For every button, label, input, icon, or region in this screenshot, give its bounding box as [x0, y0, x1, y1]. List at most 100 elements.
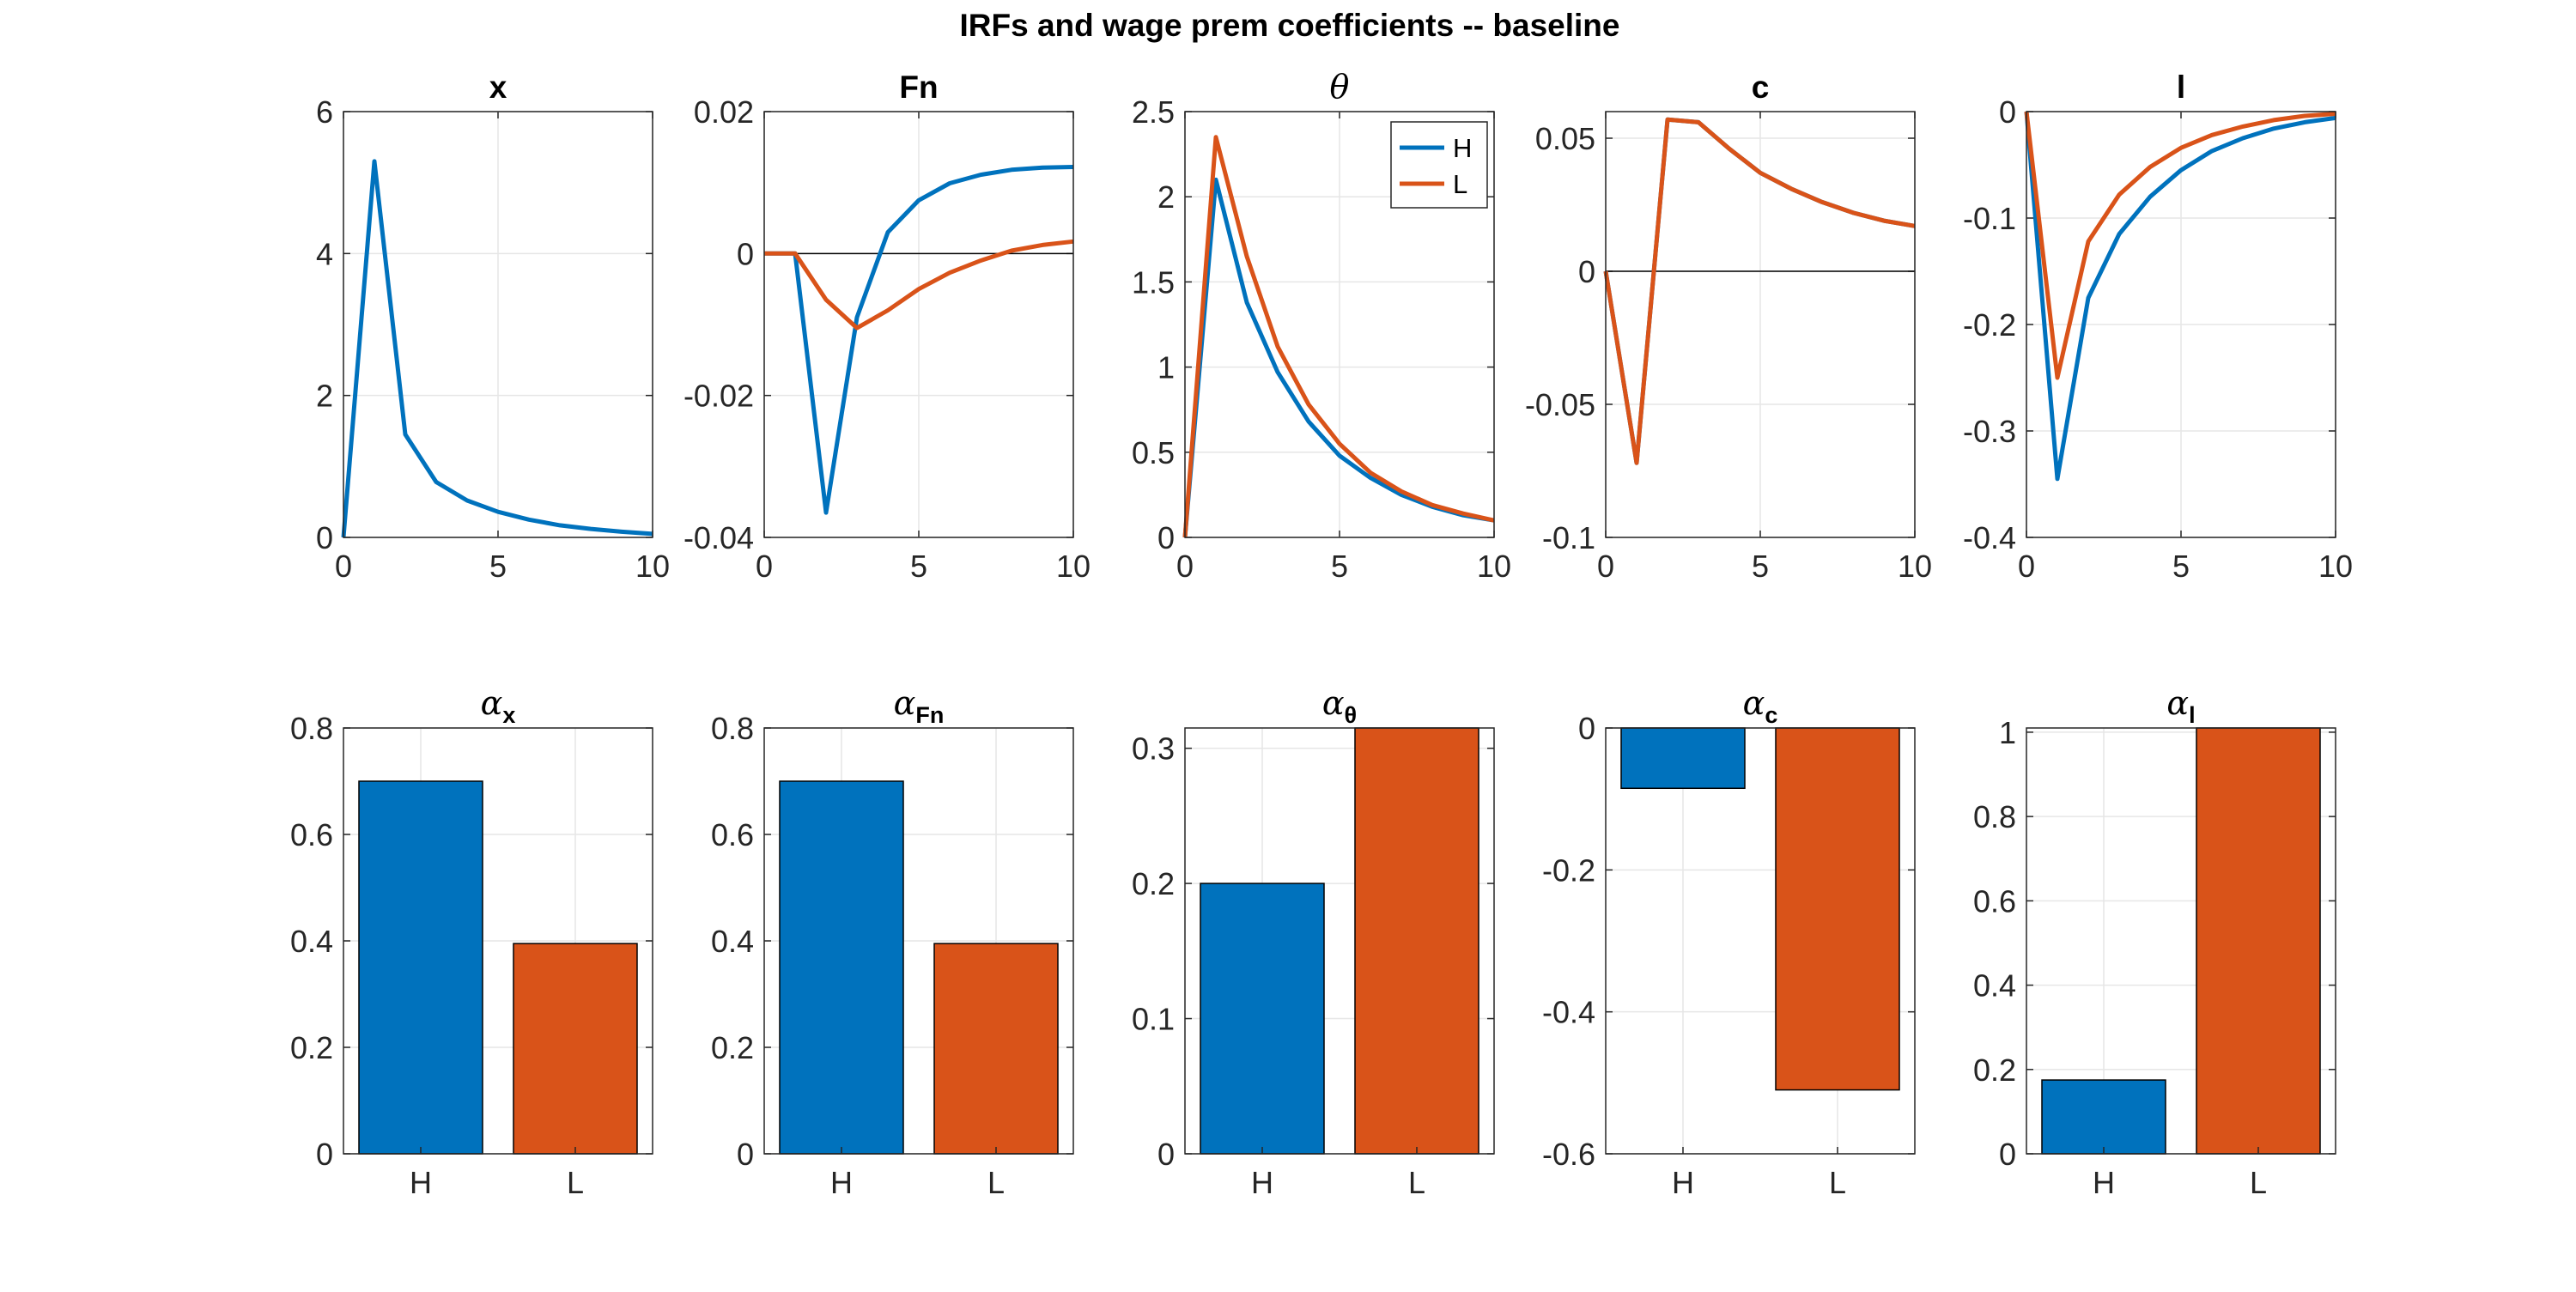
axes-box: [2026, 727, 2336, 1155]
panel-title: θ: [1330, 68, 1350, 106]
y-tick-label: 0.5: [1132, 435, 1175, 470]
y-tick-label: 0: [1157, 520, 1175, 555]
y-tick-label: 0.2: [1132, 866, 1175, 901]
x-tick-label: 5: [1752, 549, 1769, 584]
panel-title: αl: [2166, 684, 2195, 728]
axes-box: [343, 727, 653, 1155]
panel-10: αl 0 0.2 0.4 0.6 0.8 1 H L: [1973, 684, 2336, 1200]
series-line-L: [2024, 111, 2336, 380]
panel-5: l 0 5 10 -0.4 -0.3 -0.2 -0.1 0: [1963, 70, 2353, 584]
y-tick-label: 0.3: [1132, 731, 1175, 767]
y-tick-label: -0.05: [1525, 387, 1595, 422]
y-tick-label: 0.1: [1132, 1002, 1175, 1037]
legend-label-H: H: [1453, 133, 1472, 163]
x-tick-label: 5: [2172, 549, 2190, 584]
y-tick-label: 0.2: [290, 1030, 333, 1065]
bar-L: [933, 943, 1059, 1155]
axes-box: [763, 111, 1074, 538]
y-tick-label: 2.5: [1132, 94, 1175, 130]
y-tick-label: 0: [316, 1137, 333, 1172]
y-tick-label: 0: [1157, 1137, 1175, 1172]
panel-title: l: [2177, 70, 2185, 105]
bar-H: [1200, 883, 1325, 1155]
panel-title: αFn: [894, 684, 945, 728]
y-tick-label: 0.4: [290, 924, 333, 959]
y-tick-label: 1: [1999, 715, 2016, 750]
axes-box: [763, 727, 1074, 1155]
x-tick-label: L: [567, 1165, 584, 1200]
axes-box: [1184, 111, 1495, 538]
panel-3: θ 0 5 10 0 0.5 1 1.5 2 2.5 HL: [1132, 68, 1511, 584]
bar-H: [2041, 1079, 2166, 1155]
axes-box: [1605, 111, 1916, 538]
panel-4: c 0 5 10 -0.1 -0.05 0 0.05: [1525, 70, 1932, 584]
y-tick-label: -0.2: [1963, 307, 2016, 343]
series-line-L: [1182, 135, 1495, 538]
bar-L: [1775, 727, 1900, 1091]
y-tick-label: 0.8: [290, 711, 333, 746]
x-tick-label: 10: [1056, 549, 1091, 584]
x-tick-label: L: [1829, 1165, 1846, 1200]
y-tick-label: -0.2: [1542, 852, 1595, 888]
panel-title: x: [489, 70, 507, 105]
legend: HL: [1390, 121, 1488, 209]
y-tick-label: 0.05: [1535, 121, 1595, 156]
y-tick-label: 0: [737, 1137, 754, 1172]
bar-L: [1354, 727, 1479, 1155]
x-tick-label: 5: [910, 549, 927, 584]
panel-9: αc -0.6 -0.4 -0.2 0 H L: [1542, 684, 1916, 1200]
panel-8: αθ 0 0.1 0.2 0.3 H L: [1132, 684, 1495, 1200]
series-line-L: [1603, 117, 1916, 465]
x-tick-label: H: [1251, 1165, 1273, 1200]
y-tick-label: 0.02: [694, 94, 754, 130]
y-tick-label: -0.4: [1542, 995, 1595, 1030]
panel-2: Fn 0 5 10 -0.04 -0.02 0 0.02: [683, 70, 1091, 584]
axes-box: [1184, 727, 1495, 1155]
series-line-H: [341, 159, 653, 538]
x-tick-label: L: [2250, 1165, 2267, 1200]
x-tick-label: H: [2093, 1165, 2115, 1200]
panel-7: αFn 0 0.2 0.4 0.6 0.8 H L: [711, 684, 1074, 1200]
y-tick-label: 0.6: [1973, 883, 2016, 919]
y-tick-label: 0: [1578, 711, 1595, 746]
series-line-L: [764, 239, 1074, 331]
legend-box: [1390, 121, 1488, 209]
x-tick-label: 0: [335, 549, 352, 584]
y-tick-label: 0.8: [711, 711, 754, 746]
y-tick-label: 1: [1157, 350, 1175, 385]
y-tick-label: -0.6: [1542, 1137, 1595, 1172]
series-line-H: [2024, 111, 2336, 482]
axes-box: [2026, 111, 2336, 538]
series-line-H: [764, 165, 1074, 515]
y-tick-label: 0: [737, 236, 754, 271]
bar-L: [513, 943, 638, 1155]
y-tick-label: 1.5: [1132, 264, 1175, 300]
bar-H: [1620, 727, 1746, 790]
x-tick-label: 0: [1176, 549, 1194, 584]
y-tick-label: 0.2: [711, 1030, 754, 1065]
panel-title: αc: [1743, 684, 1778, 728]
y-tick-label: -0.3: [1963, 414, 2016, 449]
figure-title: IRFs and wage prem coefficients -- basel…: [960, 8, 1620, 43]
y-tick-label: -0.4: [1963, 520, 2016, 555]
x-tick-label: 10: [635, 549, 670, 584]
bar-L: [2196, 727, 2321, 1155]
x-tick-label: 0: [1597, 549, 1614, 584]
y-tick-label: 0: [316, 520, 333, 555]
y-tick-label: 6: [316, 94, 333, 130]
panel-title: αx: [481, 684, 516, 728]
panel-1: x 0 5 10 0 2 4 6: [316, 70, 670, 584]
y-tick-label: 0.2: [1973, 1052, 2016, 1088]
y-tick-label: 2: [316, 379, 333, 414]
legend-label-L: L: [1453, 169, 1467, 199]
x-tick-label: H: [410, 1165, 432, 1200]
y-tick-label: 2: [1157, 179, 1175, 215]
x-tick-label: L: [987, 1165, 1005, 1200]
y-tick-label: 4: [316, 236, 333, 271]
y-tick-label: 0.6: [711, 817, 754, 852]
bar-H: [358, 780, 483, 1155]
y-tick-label: 0: [1999, 94, 2016, 130]
y-tick-label: 0: [1999, 1137, 2016, 1172]
